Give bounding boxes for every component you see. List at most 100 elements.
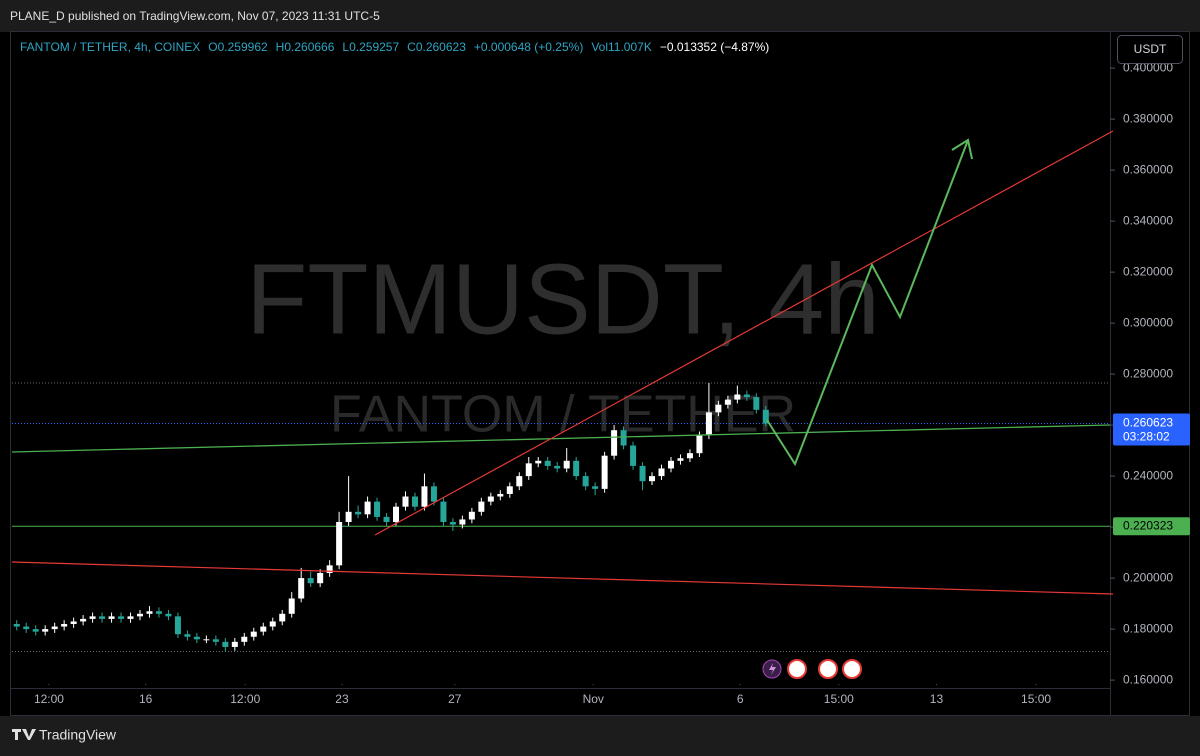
candle-body [222, 641, 229, 647]
candle-body [762, 409, 769, 424]
candle-body [279, 613, 286, 622]
candle-body [411, 496, 418, 507]
candle-body [734, 394, 741, 400]
candle-body [468, 511, 475, 520]
x-tick-label: 12:00 [34, 692, 64, 706]
y-tick-label: 0.280000 [1123, 366, 1173, 380]
watermark: FTMUSDT, 4h [246, 243, 879, 355]
candle-body [23, 626, 30, 630]
level-tag [1113, 517, 1190, 536]
candle-body [611, 430, 618, 456]
chart-pane [10, 31, 1190, 716]
candle-body [649, 476, 656, 482]
candle-body [592, 486, 599, 489]
legend-field-value: 0.260666 [284, 40, 334, 54]
candle-body [393, 506, 400, 523]
top-bar [0, 0, 1200, 32]
candle-body [724, 399, 731, 405]
candle-body [715, 404, 722, 413]
legend-volume-label: Vol [591, 40, 608, 54]
candle-body [364, 501, 371, 515]
event-icon-bolt [769, 663, 776, 675]
legend-title: FANTOM / TETHER, 4h, COINEX [20, 40, 200, 54]
candle-body [667, 460, 674, 469]
legend-field-label: L [342, 40, 349, 54]
event-icon [842, 659, 862, 679]
candle-body [203, 639, 210, 641]
y-tick-label: 0.320000 [1123, 264, 1173, 278]
candle-body [630, 445, 637, 466]
candle-body [250, 631, 257, 637]
candle-body [506, 486, 513, 494]
candle-body [516, 476, 523, 487]
candle-body [696, 435, 703, 454]
legend-field-value: 0.259962 [218, 40, 268, 54]
y-tick-label: 0.240000 [1123, 468, 1173, 482]
y-tick-label: 0.160000 [1123, 672, 1173, 686]
currency-button[interactable] [1117, 35, 1183, 64]
legend-field-value: 0.259257 [349, 40, 399, 54]
candle-body [620, 430, 627, 446]
y-tick-label: 0.400000 [1123, 60, 1173, 74]
legend-field-value: 0.260623 [416, 40, 466, 54]
legend-field-label: H [276, 40, 285, 54]
candle-body [639, 465, 646, 482]
last-price-label: 0.260623 [1123, 416, 1173, 430]
ohlc-legend: FANTOM / TETHER, 4h, COINEX O0.259962 H0.2… [20, 40, 769, 54]
projection-path [766, 139, 969, 467]
candle-body [146, 611, 153, 614]
candle-body [326, 565, 333, 573]
x-tick-label: 16 [139, 692, 153, 706]
x-tick-label: Nov [583, 692, 604, 706]
y-tick-label: 0.360000 [1123, 162, 1173, 176]
candle-body [32, 629, 39, 632]
level-label: 0.220323 [1123, 518, 1173, 532]
candle-body [269, 621, 276, 627]
logo [12, 729, 36, 740]
candle-body [108, 616, 115, 619]
candle-body [573, 460, 580, 477]
candle-body [677, 458, 684, 461]
event-icons [762, 659, 862, 679]
candle-body [155, 611, 162, 614]
candle-body [307, 578, 314, 584]
x-tick-label: 27 [448, 692, 462, 706]
legend-volume: 11.007K [608, 40, 652, 54]
candle-body [497, 493, 504, 497]
candle-body [70, 621, 77, 624]
x-tick-label: 23 [335, 692, 349, 706]
candle-body [336, 522, 343, 566]
countdown-label: 03:28:02 [1123, 430, 1170, 444]
candle-body [241, 636, 248, 642]
y-tick-label: 0.200000 [1123, 570, 1173, 584]
candle-body [582, 476, 589, 487]
event-icon [818, 659, 838, 679]
candle-body [421, 486, 428, 507]
y-tick-label: 0.340000 [1123, 213, 1173, 227]
candle-body [193, 636, 200, 640]
trend-line [11, 424, 1111, 453]
candle-body [525, 463, 532, 477]
x-tick-label: 15:00 [1021, 692, 1051, 706]
candle-body [601, 455, 608, 489]
candle-body [705, 412, 712, 436]
candle-body [51, 626, 58, 630]
candle-body [753, 397, 760, 410]
candle-body [554, 465, 561, 469]
candle-body [184, 634, 191, 637]
candle-body [61, 623, 68, 627]
y-tick-label: 0.380000 [1123, 111, 1173, 125]
candle-body [535, 460, 542, 464]
plot [12, 382, 1110, 685]
candle-body [231, 641, 238, 647]
candle-body [99, 616, 106, 619]
trend-line [11, 561, 1114, 595]
legend-change: +0.000648 (+0.25%) [474, 40, 583, 54]
legend-field-label: O [208, 40, 217, 54]
candle-body [658, 468, 665, 477]
candle-body [430, 486, 437, 502]
candle-body [13, 623, 20, 627]
